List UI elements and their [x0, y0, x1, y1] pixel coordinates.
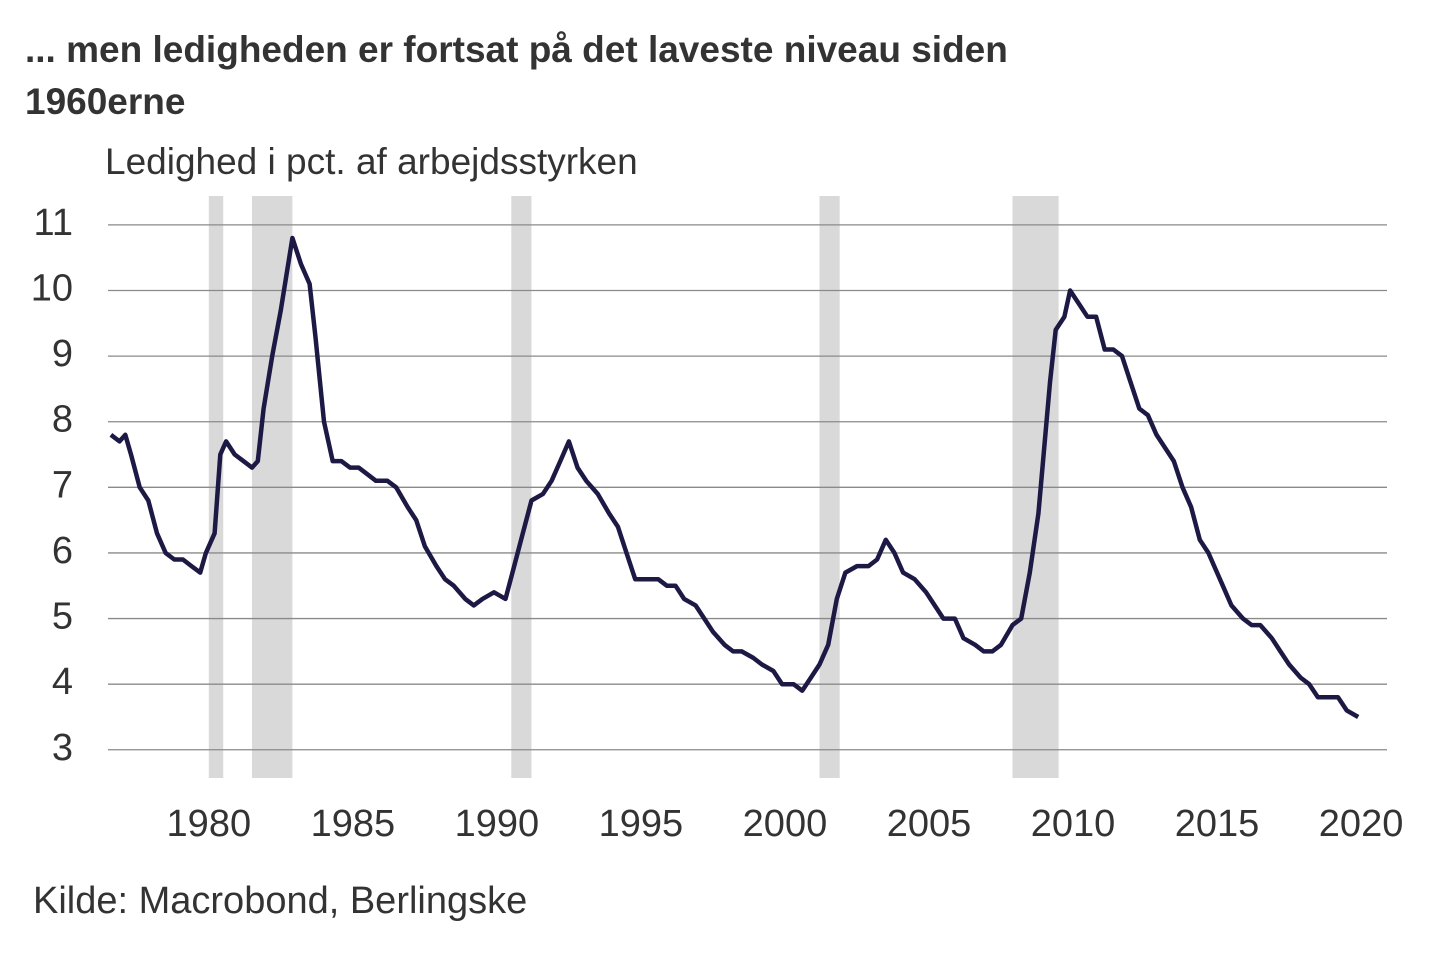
y-tick-label: 6 [52, 530, 73, 572]
chart-title: ... men ledigheden er fortsat på det lav… [25, 29, 1008, 70]
chart-title: 1960erne [25, 81, 185, 122]
x-tick-label: 2010 [1031, 803, 1116, 845]
x-tick-label: 1985 [311, 803, 396, 845]
y-tick-label: 10 [31, 268, 73, 310]
source-note: Kilde: Macrobond, Berlingske [33, 880, 527, 922]
x-tick-label: 1990 [455, 803, 540, 845]
y-tick-label: 8 [52, 399, 73, 441]
x-tick-label: 1980 [167, 803, 252, 845]
x-tick-label: 2020 [1319, 803, 1404, 845]
y-tick-label: 4 [52, 661, 73, 703]
axis-title: Ledighed i pct. af arbejdsstyrken [105, 141, 638, 182]
y-tick-label: 5 [52, 596, 73, 638]
y-tick-label: 11 [34, 202, 73, 244]
y-tick-label: 9 [52, 333, 73, 375]
y-tick-label: 7 [52, 464, 73, 506]
x-tick-label: 2000 [743, 803, 828, 845]
x-tick-label: 1995 [599, 803, 684, 845]
x-tick-label: 2015 [1175, 803, 1260, 845]
x-tick-label: 2005 [887, 803, 972, 845]
y-tick-label: 3 [52, 727, 73, 769]
data-line [109, 235, 1360, 719]
